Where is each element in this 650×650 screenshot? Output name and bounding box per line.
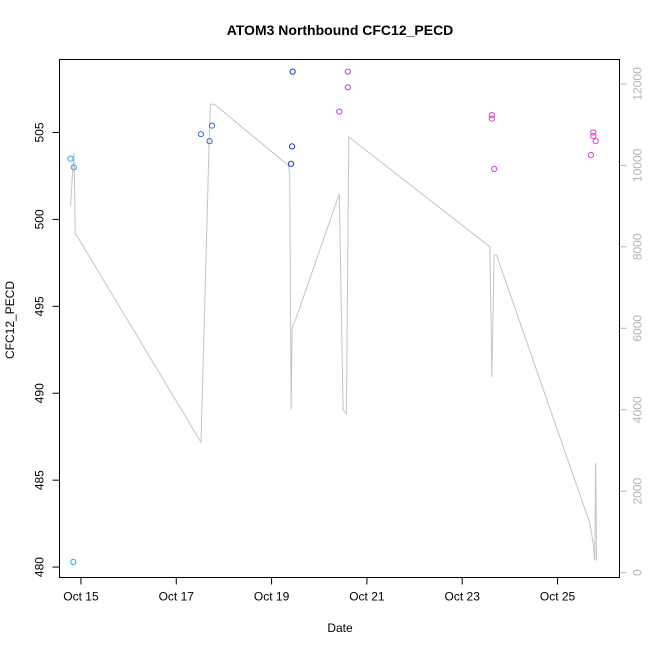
data-point <box>344 68 351 75</box>
data-point <box>67 155 74 162</box>
data-point <box>197 131 205 138</box>
y2-tick-label: 2000 <box>631 477 645 504</box>
x-tick-label: Oct 23 <box>445 590 481 604</box>
y-tick-label: 495 <box>33 296 47 316</box>
data-point <box>488 115 495 122</box>
data-point <box>288 160 295 167</box>
data-point <box>488 112 495 119</box>
x-tick-label: Oct 15 <box>63 590 99 604</box>
y-axis-right: 0 2000 4000 6000 8000 10000 12000 <box>619 67 645 576</box>
x-axis-label: Date <box>327 621 353 635</box>
y-axis-left: 480 485 490 495 500 505 <box>33 122 60 577</box>
data-point <box>70 558 77 566</box>
data-point <box>208 122 216 129</box>
y-tick-label: 485 <box>33 470 47 490</box>
data-point <box>491 165 498 173</box>
y-tick-label: 505 <box>33 122 47 142</box>
x-tick-label: Oct 19 <box>254 590 290 604</box>
x-tick-label: Oct 25 <box>540 590 576 604</box>
y2-tick-label: 0 <box>631 569 645 576</box>
plot-frame <box>59 59 620 578</box>
altitude-series-line <box>70 103 598 561</box>
data-point <box>336 108 343 115</box>
data-point <box>592 138 599 145</box>
y2-tick-label: 4000 <box>631 396 645 423</box>
data-point <box>289 68 296 75</box>
data-point <box>590 132 597 140</box>
x-axis: Oct 15 Oct 17 Oct 19 Oct 21 Oct 23 Oct 25 <box>63 577 576 604</box>
y-tick-label: 490 <box>33 383 47 403</box>
y2-tick-label: 6000 <box>631 315 645 342</box>
data-points-layer <box>67 68 599 566</box>
y-tick-label: 500 <box>33 209 47 229</box>
data-point <box>344 84 351 91</box>
x-tick-label: Oct 17 <box>159 590 195 604</box>
data-point <box>206 138 213 145</box>
x-tick-label: Oct 21 <box>349 590 385 604</box>
altitude-line-layer <box>70 103 598 561</box>
y-tick-label: 480 <box>33 557 47 577</box>
data-point <box>289 143 296 150</box>
data-point <box>590 129 597 136</box>
y2-tick-label: 10000 <box>631 148 645 182</box>
chart-title: ATOM3 Northbound CFC12_PECD <box>227 22 454 38</box>
data-point <box>587 152 595 159</box>
y2-tick-label: 12000 <box>631 67 645 101</box>
y-axis-label: CFC12_PECD <box>3 281 17 359</box>
data-point <box>70 164 77 171</box>
y2-tick-label: 8000 <box>631 233 645 260</box>
